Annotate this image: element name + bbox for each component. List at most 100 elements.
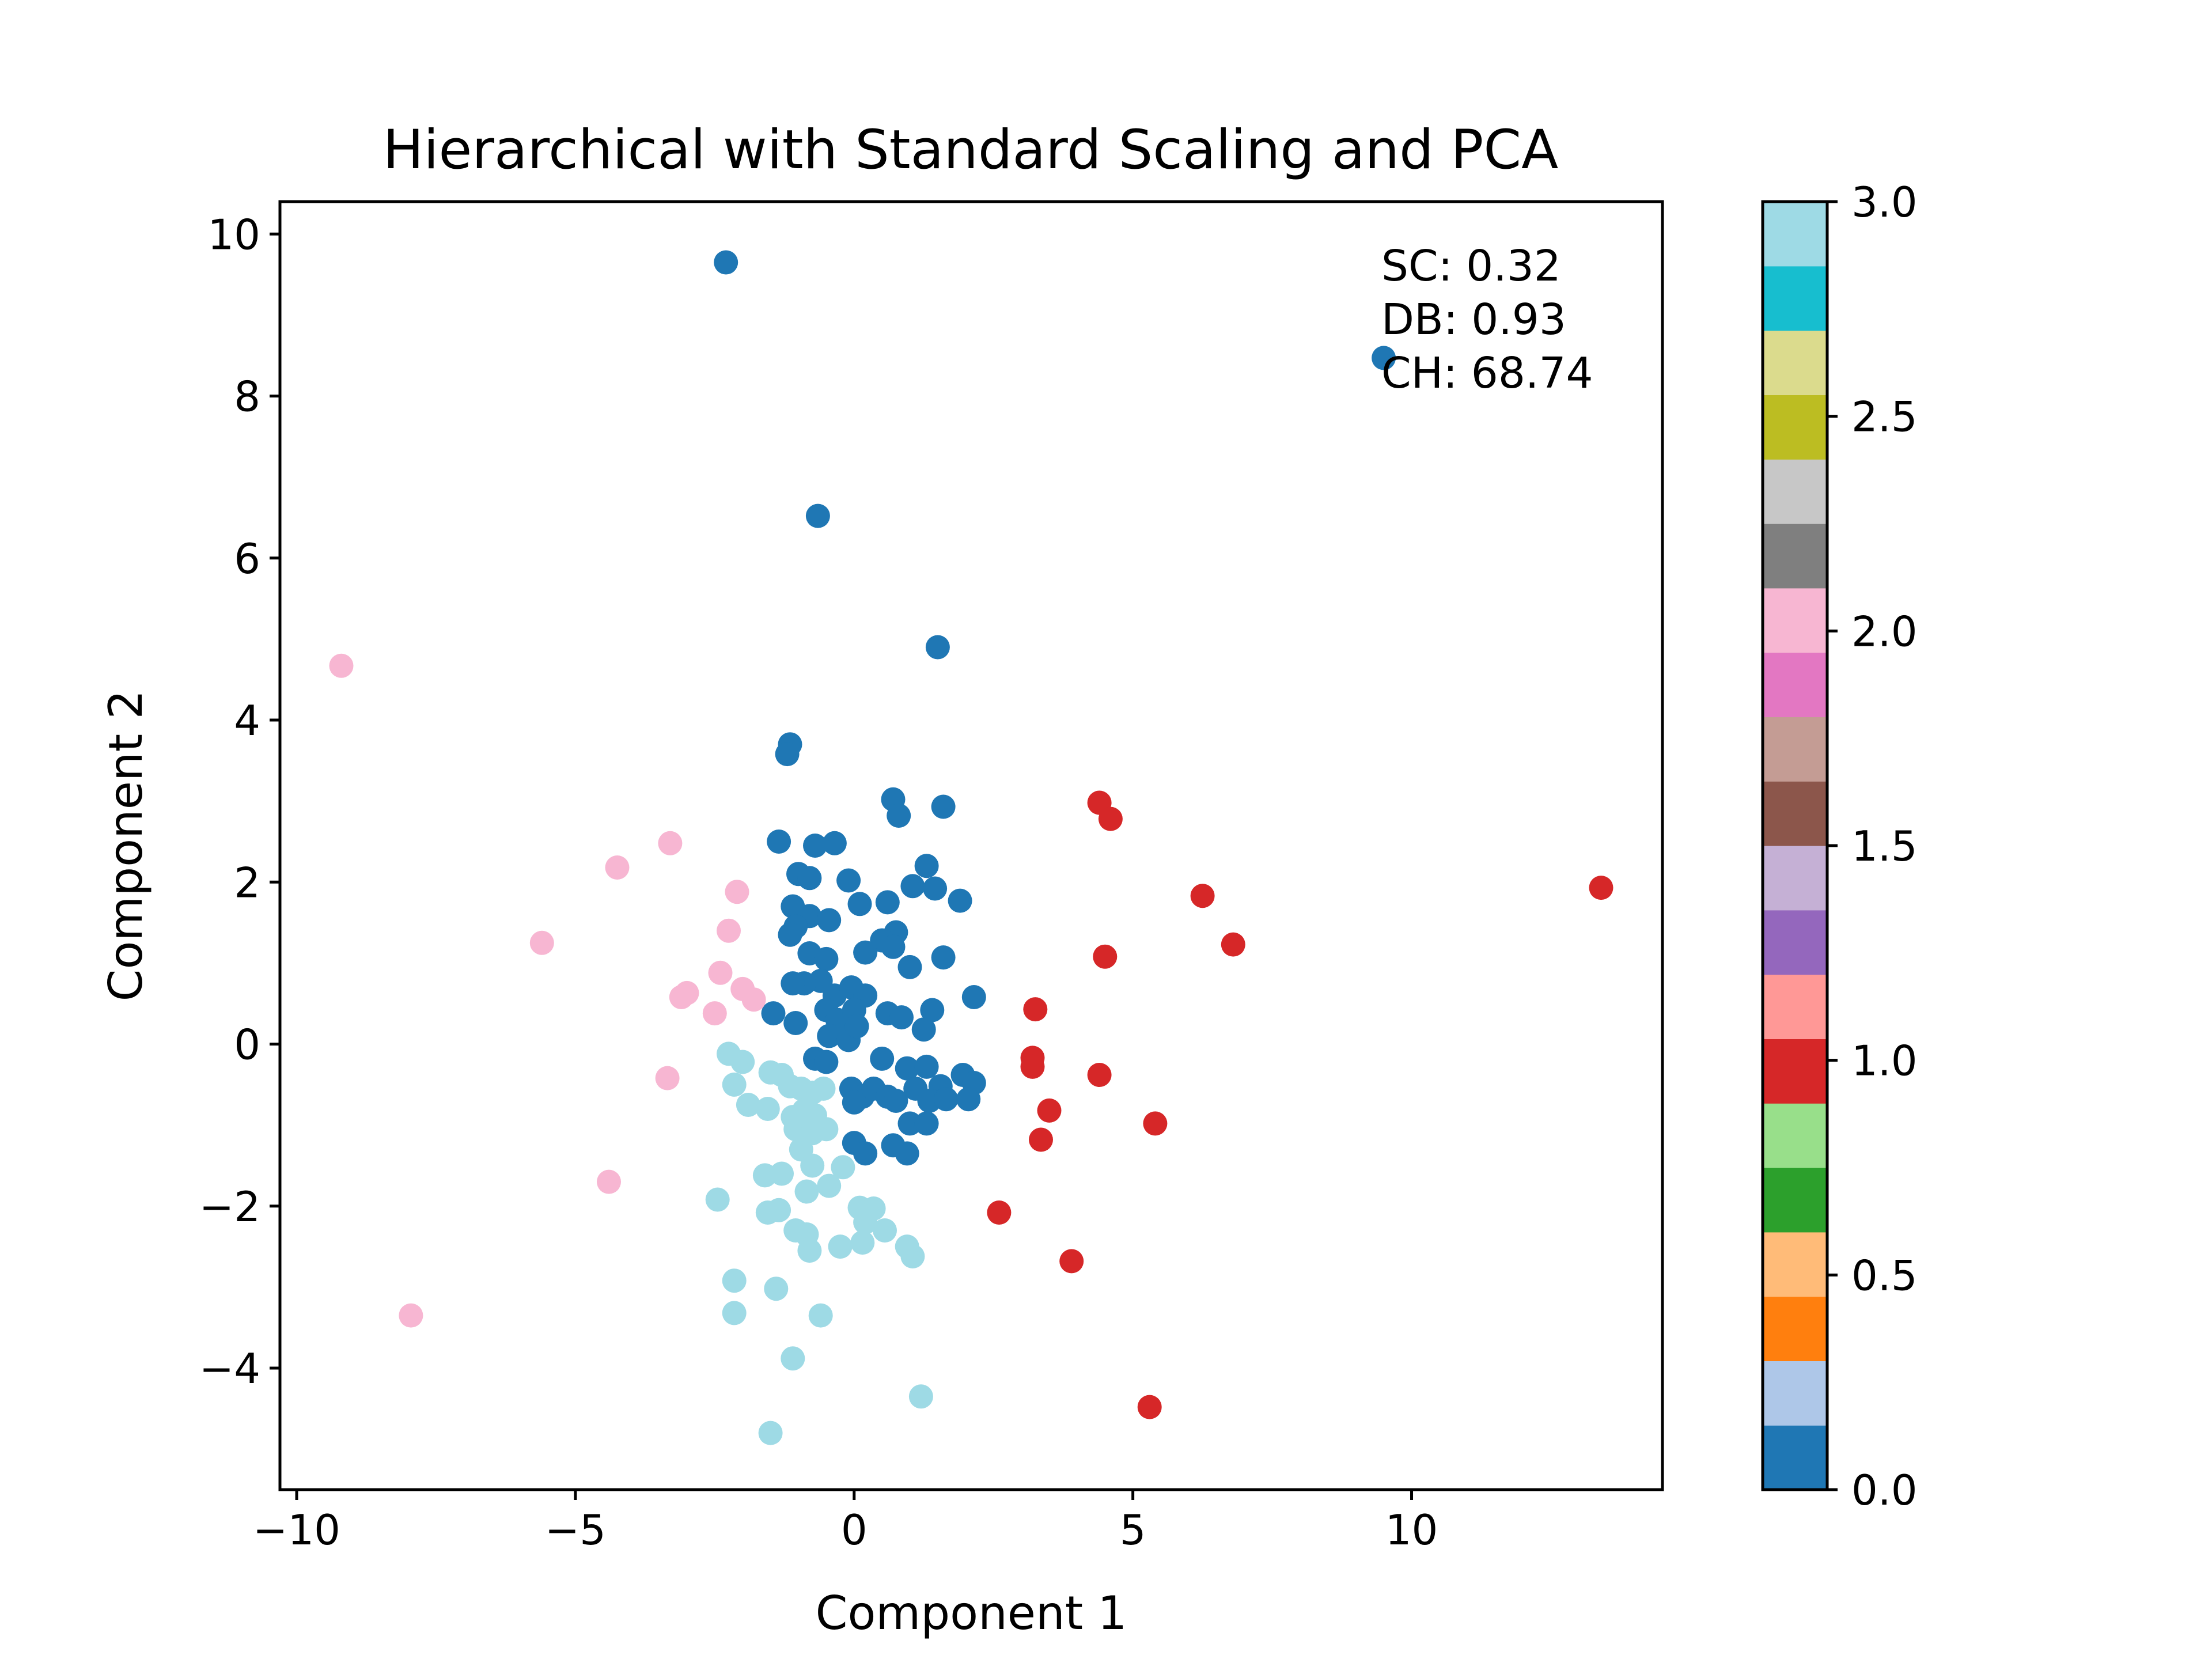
annotation-db: DB: 0.93 — [1381, 295, 1566, 344]
point-cluster-3-39 — [764, 1277, 789, 1301]
point-cluster-0-8 — [931, 794, 956, 819]
point-cluster-3-26 — [767, 1198, 791, 1222]
point-cluster-0-10 — [803, 834, 827, 858]
colorbar-tick-label: 1.5 — [1851, 822, 1918, 870]
point-cluster-0-52 — [911, 1017, 936, 1042]
colorbar-segment-17 — [1763, 330, 1827, 395]
x-axis-label: Component 1 — [816, 1586, 1127, 1640]
point-cluster-1-15 — [1137, 1395, 1162, 1419]
point-cluster-1-9 — [1087, 1063, 1112, 1087]
point-cluster-3-29 — [853, 1210, 878, 1234]
point-cluster-3-18 — [800, 1153, 825, 1178]
point-cluster-1-10 — [1037, 1098, 1062, 1123]
chart-title: Hierarchical with Standard Scaling and P… — [383, 119, 1559, 181]
colorbar-segment-15 — [1763, 459, 1827, 524]
point-cluster-1-6 — [1023, 997, 1048, 1022]
colorbar-segment-1 — [1763, 1361, 1827, 1426]
y-tick-label: 4 — [234, 696, 260, 745]
point-cluster-0-33 — [897, 955, 922, 979]
point-cluster-2-1 — [605, 855, 630, 880]
point-cluster-1-12 — [1029, 1127, 1053, 1152]
y-tick-label: 10 — [207, 210, 260, 259]
point-cluster-0-54 — [814, 1050, 839, 1074]
point-cluster-2-3 — [725, 880, 749, 904]
point-cluster-3-9 — [736, 1093, 760, 1117]
y-tick-label: 6 — [234, 535, 260, 583]
point-cluster-3-34 — [850, 1230, 875, 1255]
point-cluster-0-41 — [761, 1001, 786, 1026]
point-cluster-0-51 — [844, 1014, 869, 1039]
point-cluster-0-20 — [847, 892, 872, 916]
point-cluster-0-48 — [920, 998, 945, 1022]
colorbar: 0.0 0.5 1.0 1.5 2.0 2.5 3.0 — [1761, 178, 1918, 1514]
point-cluster-0-14 — [797, 866, 822, 891]
point-cluster-0-1 — [1372, 346, 1396, 370]
point-cluster-3-24 — [705, 1187, 730, 1212]
point-cluster-0-72 — [914, 1111, 939, 1136]
y-axis-label: Component 2 — [99, 690, 153, 1002]
point-cluster-2-4 — [529, 930, 554, 955]
point-cluster-0-36 — [781, 971, 805, 996]
point-cluster-1-0 — [1589, 876, 1613, 900]
point-cluster-3-42 — [781, 1346, 805, 1371]
point-cluster-1-14 — [1059, 1249, 1084, 1274]
point-cluster-1-13 — [987, 1200, 1012, 1225]
point-cluster-2-2 — [658, 831, 683, 855]
point-cluster-0-23 — [817, 908, 842, 933]
colorbar-segment-9 — [1763, 846, 1827, 911]
colorbar-segment-14 — [1763, 524, 1827, 589]
point-cluster-0-47 — [889, 1005, 914, 1030]
point-cluster-0-19 — [875, 890, 900, 915]
point-cluster-3-1 — [730, 1050, 755, 1074]
point-cluster-0-68 — [934, 1087, 959, 1112]
point-cluster-0-65 — [842, 1090, 866, 1115]
colorbar-segment-0 — [1763, 1425, 1827, 1490]
point-cluster-2-13 — [597, 1169, 621, 1194]
point-cluster-0-56 — [895, 1056, 919, 1081]
point-cluster-3-20 — [770, 1161, 794, 1186]
point-cluster-3-10 — [755, 1097, 780, 1121]
point-cluster-1-5 — [1093, 944, 1118, 969]
point-cluster-0-7 — [887, 804, 911, 828]
point-cluster-0-55 — [870, 1046, 895, 1071]
y-axis-ticks: −4 −2 0 2 4 6 8 10 — [199, 210, 280, 1393]
point-cluster-0-9 — [767, 830, 791, 854]
point-cluster-3-8 — [722, 1072, 747, 1097]
point-cluster-0-11 — [822, 831, 847, 855]
point-cluster-1-11 — [1143, 1111, 1168, 1136]
y-tick-label: 2 — [234, 858, 260, 907]
point-cluster-3-33 — [828, 1234, 853, 1259]
point-cluster-0-70 — [956, 1087, 981, 1112]
point-cluster-0-25 — [778, 922, 802, 947]
point-cluster-2-12 — [655, 1066, 680, 1090]
point-cluster-0-76 — [895, 1141, 919, 1166]
point-cluster-3-40 — [722, 1301, 747, 1325]
colorbar-segment-3 — [1763, 1232, 1827, 1297]
point-cluster-0-3 — [925, 635, 950, 660]
metrics-annotation: SC: 0.32 DB: 0.93 CH: 68.74 — [1381, 241, 1593, 398]
point-cluster-3-7 — [811, 1076, 836, 1101]
point-cluster-0-29 — [881, 934, 906, 959]
point-cluster-3-37 — [900, 1244, 925, 1268]
point-cluster-0-15 — [914, 854, 939, 878]
point-cluster-2-0 — [329, 653, 354, 678]
point-cluster-3-22 — [817, 1173, 842, 1198]
y-tick-label: −4 — [199, 1344, 260, 1393]
point-cluster-2-10 — [669, 985, 694, 1009]
point-cluster-2-11 — [702, 1001, 727, 1026]
point-cluster-0-17 — [923, 876, 948, 901]
colorbar-tick-label: 0.5 — [1851, 1251, 1918, 1300]
point-cluster-0-66 — [884, 1089, 908, 1113]
plot-area-frame — [278, 200, 1664, 1491]
point-cluster-0-57 — [914, 1054, 939, 1079]
point-cluster-0-40 — [961, 985, 986, 1009]
colorbar-segment-13 — [1763, 588, 1827, 653]
colorbar-segment-6 — [1763, 1039, 1827, 1104]
x-tick-label: −5 — [545, 1506, 606, 1554]
point-cluster-1-8 — [1020, 1054, 1045, 1079]
colorbar-tick-label: 2.5 — [1851, 393, 1918, 441]
colorbar-segment-19 — [1763, 202, 1827, 267]
point-cluster-3-16 — [814, 1117, 839, 1142]
annotation-ch: CH: 68.74 — [1381, 349, 1593, 398]
